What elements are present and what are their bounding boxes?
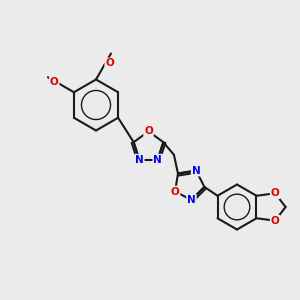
Text: O: O [171,187,179,196]
Text: N: N [192,166,200,176]
Text: O: O [144,126,153,136]
Text: N: N [135,154,144,165]
Text: O: O [105,58,114,68]
Text: N: N [187,195,196,205]
Text: O: O [271,216,280,226]
Text: O: O [50,77,58,87]
Text: O: O [271,188,280,198]
Text: N: N [153,154,162,165]
